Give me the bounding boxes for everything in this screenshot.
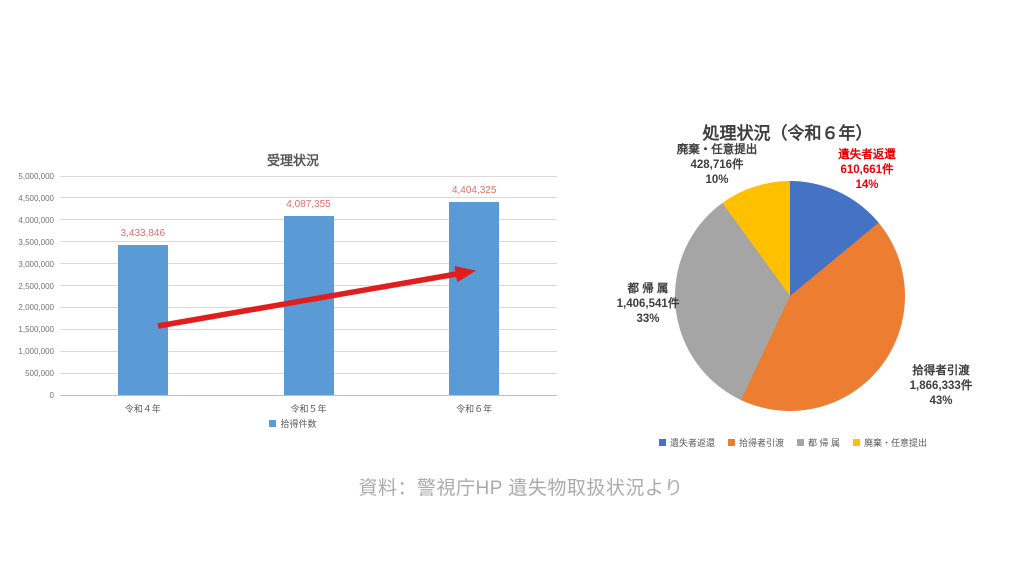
bar-value-label: 4,087,355 bbox=[286, 199, 331, 210]
y-axis-tick-label: 2,000,000 bbox=[18, 303, 54, 313]
y-axis-tick-label: 2,500,000 bbox=[18, 281, 54, 291]
pie-label-pct: 14% bbox=[855, 179, 879, 191]
y-axis-tick-label: 5,000,000 bbox=[18, 172, 54, 181]
legend-swatch bbox=[658, 439, 666, 446]
x-axis-category-label: 令和６年 bbox=[456, 404, 493, 414]
pie-label-name: 拾得者引渡 bbox=[912, 365, 970, 377]
pie-label-ishitsusha-henkan: 遺失者返還 610,661件 14% bbox=[805, 148, 929, 193]
gridline bbox=[60, 197, 557, 199]
legend-item: 都 帰 属 bbox=[797, 436, 840, 449]
legend-item: 拾得件数 bbox=[269, 417, 317, 430]
legend-swatch bbox=[797, 439, 804, 446]
legend-label: 遺失者返還 bbox=[669, 438, 715, 448]
pie-label-count: 1,406,541件 bbox=[616, 298, 680, 310]
y-axis-tick-label: 3,500,000 bbox=[18, 237, 54, 247]
x-axis-category-label: 令和４年 bbox=[124, 404, 161, 414]
pie-label-name: 都 帰 属 bbox=[627, 283, 669, 295]
gridline bbox=[60, 175, 557, 177]
pie-label-pct: 33% bbox=[636, 313, 660, 325]
y-axis-tick-label: 1,000,000 bbox=[18, 347, 54, 357]
pie-label-pct: 10% bbox=[705, 174, 729, 186]
bar-value-label: 3,433,846 bbox=[120, 227, 166, 239]
legend-item: 廃棄・任意提出 bbox=[853, 436, 927, 449]
pie-graphic bbox=[675, 181, 905, 411]
pie-label-shutokusha-hikiwatashi: 拾得者引渡 1,866,333件 43% bbox=[879, 364, 1003, 409]
legend-item: 遺失者返還 bbox=[658, 436, 715, 449]
bar-value-label: 4,404,325 bbox=[451, 185, 497, 197]
y-axis-tick-label: 500,000 bbox=[25, 369, 54, 379]
legend-swatch bbox=[727, 439, 735, 446]
pie-label-pct: 43% bbox=[929, 395, 953, 407]
legend-label: 廃棄・任意提出 bbox=[864, 438, 928, 448]
legend-label: 都 帰 属 bbox=[808, 438, 841, 448]
legend-item: 拾得者引渡 bbox=[727, 436, 784, 449]
y-axis-tick-label: 3,000,000 bbox=[18, 259, 54, 269]
pie-label-to-kizoku: 都 帰 属 1,406,541件 33% bbox=[586, 282, 710, 327]
legend-label: 拾得件数 bbox=[280, 419, 317, 429]
y-axis-tick-label: 4,000,000 bbox=[18, 215, 54, 225]
bar-chart-legend: 拾得件数 bbox=[10, 417, 576, 430]
pie-chart-legend: 遺失者返還 拾得者引渡 都 帰 属 廃棄・任意提出 bbox=[618, 436, 968, 449]
pie-label-haiki-nini-teishutsu: 廃棄・任意提出 428,716件 10% bbox=[655, 143, 779, 188]
bar-chart-title: 受理状況 bbox=[266, 153, 319, 168]
y-axis-tick-label: 1,500,000 bbox=[18, 325, 54, 335]
pie-label-count: 1,866,333件 bbox=[909, 380, 973, 392]
y-axis-tick-label: 4,500,000 bbox=[18, 193, 54, 203]
y-axis-tick-label: 0 bbox=[49, 391, 54, 400]
pie-label-count: 610,661件 bbox=[840, 164, 894, 176]
legend-swatch bbox=[269, 420, 277, 427]
pie-label-count: 428,716件 bbox=[690, 159, 744, 171]
pie-label-name: 遺失者返還 bbox=[838, 149, 896, 161]
pie-label-name: 廃棄・任意提出 bbox=[676, 144, 758, 156]
legend-label: 拾得者引渡 bbox=[738, 438, 784, 448]
pie-chart-title: 処理状況（令和６年） bbox=[702, 124, 873, 143]
gridline bbox=[60, 394, 557, 396]
source-caption: 資料：警視庁HP 遺失物取扱状況より bbox=[358, 478, 684, 499]
legend-swatch bbox=[853, 439, 861, 446]
x-axis-category-label: 令和５年 bbox=[290, 404, 327, 414]
